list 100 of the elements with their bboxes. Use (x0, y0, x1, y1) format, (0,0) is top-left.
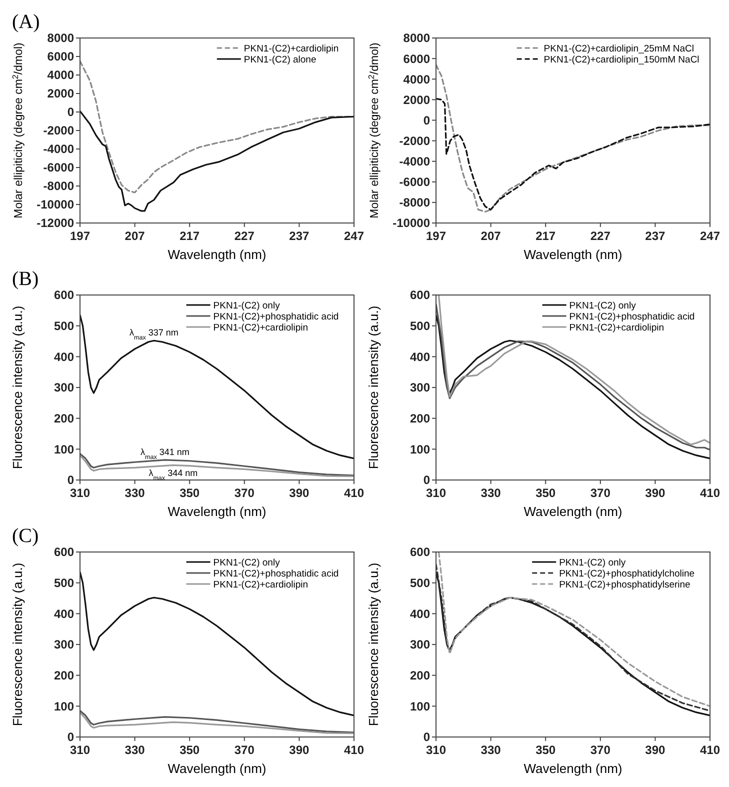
y-axis-title: Fluorescence intensity (a.u.) (366, 562, 381, 726)
y-tick-label: 4000 (403, 72, 430, 86)
x-tick-label: 370 (590, 486, 611, 500)
y-tick-label: 400 (54, 350, 74, 364)
legend-label: PKN1-(C2)+phosphatidylserine (559, 579, 690, 590)
x-tick-label: 410 (344, 743, 364, 757)
y-tick-label: 100 (54, 442, 74, 456)
y-tick-label: 300 (54, 380, 74, 395)
y-tick-label: -10000 (36, 198, 74, 212)
x-tick-label: 237 (289, 229, 310, 243)
y-tick-label: 200 (54, 668, 74, 683)
line-series (436, 98, 710, 210)
y-tick-label: 500 (54, 319, 74, 334)
chart-title: (B) (12, 268, 39, 290)
legend-label: PKN1-(C2) only (569, 300, 636, 312)
x-tick-label: 330 (124, 486, 146, 500)
x-tick-label: 310 (426, 743, 446, 757)
x-tick-label: 217 (536, 229, 556, 243)
x-tick-label: 370 (234, 743, 255, 757)
x-axis-title: Wavelength (nm) (168, 504, 266, 519)
y-axis-title: Fluorescence intensity (a.u.) (366, 306, 381, 470)
y-axis-title: Fluorescence intensity (a.u.) (10, 306, 25, 470)
y-tick-label: 300 (410, 638, 430, 652)
chart-title: (A) (12, 11, 40, 33)
y-tick-label: 100 (410, 699, 430, 714)
y-tick-label: 0 (67, 730, 74, 744)
legend-label: PKN1-(C2) only (213, 557, 280, 568)
legend-label: PKN1-(C2) alone (244, 54, 316, 66)
y-tick-label: 8000 (403, 31, 430, 46)
x-tick-label: 350 (180, 486, 200, 500)
x-tick-label: 247 (700, 229, 720, 243)
legend-label: PKN1-(C2)+phosphatidic acid (569, 311, 695, 322)
y-tick-label: -2000 (43, 124, 74, 138)
legend-label: PKN1-(C2)+cardiolipin (213, 579, 308, 590)
y-tick-label: 500 (410, 319, 430, 334)
x-tick-label: 217 (180, 229, 200, 243)
annotation: λ$_{max}$ 337 nm (130, 328, 178, 342)
x-tick-label: 350 (536, 743, 556, 757)
y-tick-label: 100 (410, 442, 430, 456)
y-tick-label: 400 (54, 606, 74, 621)
legend-label: PKN1-(C2) only (559, 557, 626, 568)
x-axis-title: Wavelength (nm) (524, 504, 622, 519)
line-series (80, 571, 354, 716)
y-tick-label: 6000 (403, 52, 430, 66)
y-tick-label: 600 (410, 288, 430, 302)
x-tick-label: 410 (700, 486, 720, 500)
y-tick-label: -12000 (36, 216, 74, 230)
y-tick-label: 2000 (47, 86, 74, 101)
x-tick-label: 330 (480, 486, 502, 500)
legend-label: PKN1-(C2)+cardiolipin_150mM NaCl (544, 54, 700, 66)
x-axis-title: Wavelength (nm) (168, 761, 266, 776)
y-tick-label: 600 (410, 545, 430, 560)
x-tick-label: 310 (70, 486, 90, 500)
y-tick-label: 8000 (47, 31, 74, 46)
x-tick-label: 350 (180, 743, 200, 757)
x-tick-label: 350 (536, 486, 556, 500)
y-tick-label: -2000 (399, 134, 430, 148)
legend-label: PKN1-(C2)+phosphatidylcholine (559, 568, 695, 580)
y-tick-label: -6000 (399, 175, 430, 190)
y-tick-label: -8000 (43, 179, 74, 194)
x-tick-label: 390 (645, 743, 666, 757)
x-tick-label: 237 (645, 229, 666, 243)
x-axis-title: Wavelength (nm) (168, 247, 266, 262)
x-tick-label: 197 (70, 229, 90, 243)
y-tick-label: 200 (410, 412, 430, 426)
x-tick-label: 197 (426, 229, 446, 243)
annotation: λ$_{max}$ 341 nm (140, 446, 190, 460)
y-tick-label: 400 (410, 350, 430, 364)
x-tick-label: 390 (289, 743, 310, 757)
y-tick-label: 200 (410, 668, 430, 683)
y-tick-label: -4000 (43, 142, 74, 156)
y-tick-label: 6000 (47, 50, 74, 64)
line-series (80, 314, 354, 460)
y-tick-label: 0 (67, 473, 74, 488)
x-tick-label: 227 (590, 229, 611, 243)
y-tick-label: 100 (54, 699, 74, 714)
y-tick-label: 0 (423, 473, 430, 488)
y-axis-title: Fluorescence intensity (a.u.) (10, 562, 25, 726)
y-tick-label: 400 (410, 606, 430, 621)
legend-label: PKN1-(C2)+cardiolipin (569, 322, 664, 334)
x-tick-label: 370 (234, 486, 255, 500)
y-tick-label: 0 (67, 105, 74, 120)
y-tick-label: 300 (54, 638, 74, 652)
x-tick-label: 310 (426, 486, 446, 500)
x-tick-label: 410 (700, 743, 720, 757)
x-tick-label: 247 (344, 229, 364, 243)
x-axis-title: Wavelength (nm) (524, 247, 622, 262)
x-tick-label: 410 (344, 486, 364, 500)
legend-label: PKN1-(C2)+cardiolipin (244, 43, 339, 54)
y-tick-label: -4000 (399, 154, 430, 169)
y-tick-label: 0 (423, 113, 430, 128)
legend-label: PKN1-(C2)+cardiolipin (213, 322, 308, 334)
x-tick-label: 390 (289, 486, 310, 500)
x-axis-title: Wavelength (nm) (524, 761, 622, 776)
y-tick-label: 2000 (403, 92, 430, 107)
y-tick-label: 600 (54, 545, 74, 560)
legend-label: PKN1-(C2) only (213, 300, 280, 312)
legend-label: PKN1-(C2)+phosphatidic acid (213, 311, 339, 322)
line-series (436, 64, 710, 212)
y-tick-label: 4000 (47, 68, 74, 82)
